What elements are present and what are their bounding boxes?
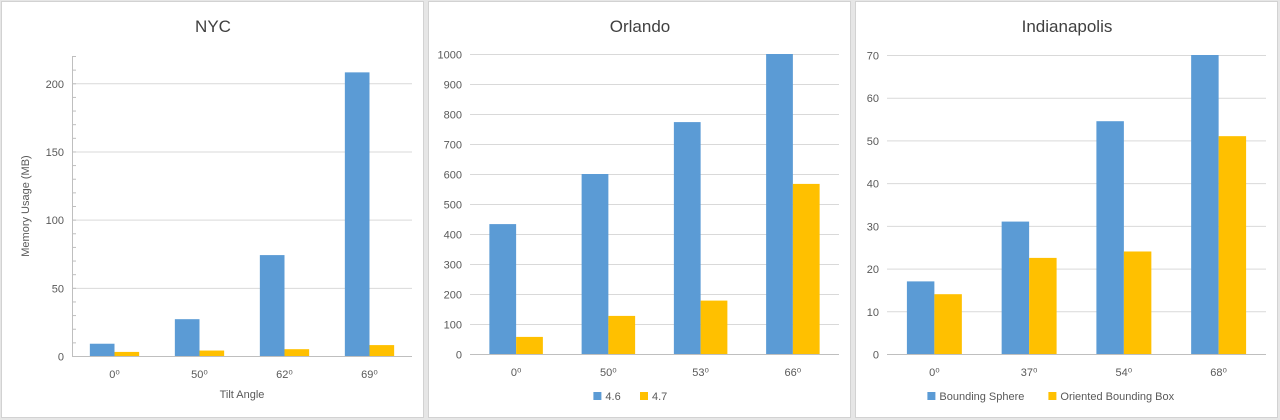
- bar: [199, 350, 225, 356]
- y-tick-label: 500: [444, 200, 462, 212]
- x-tick-label: 62⁰: [276, 369, 293, 381]
- bar: [174, 319, 200, 356]
- bar: [284, 349, 310, 356]
- y-tick-label: 200: [444, 290, 462, 302]
- bar: [766, 54, 793, 354]
- bar: [906, 281, 935, 354]
- y-tick-label: 700: [444, 140, 462, 152]
- y-tick-label: 60: [867, 93, 879, 105]
- bar: [792, 183, 820, 354]
- bar: [934, 294, 962, 354]
- x-tick-label: 37⁰: [1021, 367, 1038, 379]
- chart-panel-orlando: Orlando 0 100 200 300 400 500 600 700 800 900 1000 0…: [428, 1, 851, 418]
- chart-title: NYC: [195, 17, 231, 36]
- x-tick-label: 66⁰: [785, 367, 802, 379]
- chart-orlando: Orlando 0 100 200 300 400 500 600 700 800 900 1000 0…: [438, 17, 839, 403]
- y-tick-label: 400: [444, 230, 462, 242]
- bar: [1001, 221, 1030, 354]
- chart-panel-indianapolis: Indianapolis 0 10 20 30 40 50 60 70 0⁰ 37⁰ 54⁰ 68⁰ Bo…: [855, 1, 1278, 418]
- legend-label: Bounding Sphere: [939, 391, 1024, 403]
- x-tick-label: 0⁰: [511, 367, 522, 379]
- x-tick-label: 53⁰: [692, 367, 709, 379]
- y-tick-label: 0: [456, 350, 462, 362]
- y-tick-label: 1000: [438, 50, 462, 62]
- legend-label: 4.6: [605, 391, 620, 403]
- bar: [581, 174, 609, 354]
- y-tick-label: 30: [867, 221, 879, 233]
- y-tick-label: 100: [46, 215, 64, 227]
- x-tick-label: 50⁰: [191, 369, 208, 381]
- y-tick-label: 40: [867, 179, 879, 191]
- bar: [114, 351, 140, 356]
- chart-nyc: NYC 0 50 100 150 200 0⁰ 50⁰ 62⁰ 69⁰ Tilt Angle Memo…: [20, 17, 412, 401]
- bar: [1096, 121, 1124, 354]
- y-tick-label: 20: [867, 264, 879, 276]
- x-tick-label: 0⁰: [929, 367, 940, 379]
- bar: [700, 300, 728, 354]
- y-tick-label: 0: [58, 352, 64, 364]
- bar: [369, 345, 395, 356]
- y-tick-label: 600: [444, 170, 462, 182]
- bar: [259, 255, 285, 356]
- x-tick-label: 68⁰: [1210, 367, 1227, 379]
- legend-label: Oriented Bounding Box: [1060, 391, 1174, 403]
- bar: [344, 72, 370, 356]
- bar: [489, 224, 517, 354]
- bar: [516, 336, 543, 354]
- y-axis-title: Memory Usage (MB): [20, 155, 32, 256]
- y-tick-label: 0: [873, 350, 879, 362]
- bar: [1191, 55, 1219, 354]
- x-tick-label: 50⁰: [600, 367, 617, 379]
- legend-swatch: [593, 392, 602, 400]
- y-tick-label: 50: [867, 136, 879, 148]
- bar: [608, 315, 636, 354]
- x-tick-label: 69⁰: [361, 369, 378, 381]
- y-tick-label: 150: [46, 147, 64, 159]
- bar: [89, 343, 115, 356]
- y-tick-label: 300: [444, 260, 462, 272]
- x-tick-label: 0⁰: [109, 369, 120, 381]
- y-tick-label: 800: [444, 110, 462, 122]
- chart-panel-nyc: NYC 0 50 100 150 200 0⁰ 50⁰ 62⁰ 69⁰ Tilt Angle Memo…: [1, 1, 424, 418]
- bar: [1029, 257, 1057, 354]
- chart-indianapolis: Indianapolis 0 10 20 30 40 50 60 70 0⁰ 37⁰ 54⁰ 68⁰ Bo…: [867, 17, 1266, 403]
- bar: [1218, 136, 1247, 354]
- y-tick-label: 100: [444, 320, 462, 332]
- y-tick-label: 50: [52, 283, 64, 295]
- y-tick-label: 70: [867, 51, 879, 63]
- x-tick-label: 54⁰: [1116, 367, 1133, 379]
- bar: [1123, 251, 1152, 354]
- y-tick-label: 900: [444, 80, 462, 92]
- y-tick-label: 10: [867, 307, 879, 319]
- legend-swatch: [640, 392, 648, 400]
- bar: [673, 122, 701, 354]
- legend-swatch: [927, 392, 936, 400]
- x-axis-title: Tilt Angle: [220, 389, 265, 401]
- legend-label: 4.7: [652, 391, 667, 403]
- chart-title: Indianapolis: [1022, 17, 1113, 36]
- y-tick-label: 200: [46, 79, 64, 91]
- chart-title: Orlando: [610, 17, 670, 36]
- legend-swatch: [1048, 392, 1057, 400]
